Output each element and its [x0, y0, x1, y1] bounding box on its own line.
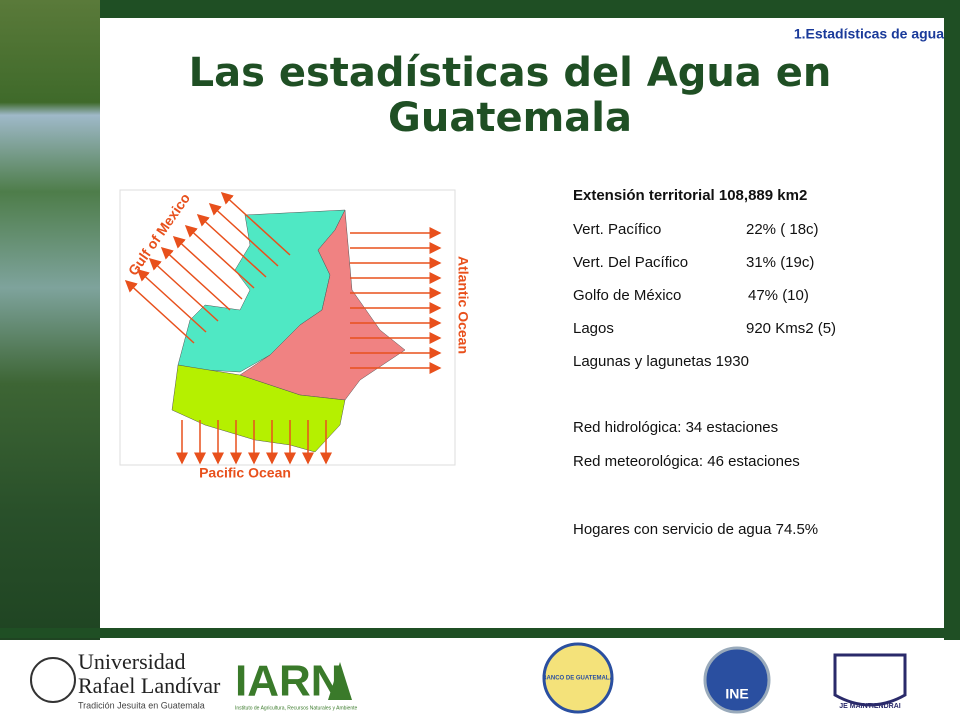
stat-line: Red hidrológica: 34 estaciones: [573, 419, 778, 436]
stat-line: Hogares con servicio de agua 74.5%: [573, 521, 818, 538]
stat-heading: Extensión territorial 108,889 km2: [573, 187, 807, 204]
ine-seal: [703, 646, 771, 714]
map: Gulf of Mexico Atlantic Ocean Pacific Oc…: [119, 189, 471, 481]
arrow: [196, 213, 267, 278]
stat-label: Golfo de México: [573, 287, 681, 304]
title: Guatemala: [388, 95, 632, 141]
coat-of-arms: [833, 653, 907, 707]
arrow: [184, 224, 255, 289]
logo-text: Rafael Landívar: [78, 673, 221, 698]
logo-text: Universidad: [78, 649, 186, 674]
stats: Extensión territorial 108,889 km2 Vert. …: [573, 187, 836, 538]
arrow: [208, 202, 279, 267]
title: Las estadísticas del Agua en: [189, 50, 832, 96]
photo-strip: [0, 0, 100, 640]
stat-label: Lagos: [573, 320, 614, 337]
stat-value: 47% (10): [748, 287, 809, 304]
map-frame: [119, 189, 456, 466]
arrow: [220, 191, 291, 256]
stat-value: 31% (19c): [746, 254, 814, 271]
map-label: Gulf of Mexico: [125, 190, 193, 278]
logo-tree: [328, 662, 352, 700]
stat-line: Red meteorológica: 46 estaciones: [573, 453, 800, 470]
logo-text: BANCO DE GUATEMALA: [542, 676, 614, 682]
right-band: [944, 0, 960, 640]
logo-text: Instituto de Agricultura, Recursos Natur…: [235, 705, 358, 711]
logo-text: IARN: [235, 657, 343, 706]
map-label: Atlantic Ocean: [455, 256, 471, 354]
top-band: [0, 0, 960, 18]
arrow: [124, 279, 195, 344]
footer-logos: Universidad Rafael Landívar Tradición Je…: [30, 642, 907, 714]
map-label: Pacific Ocean: [199, 465, 291, 481]
stat-label: Vert. Del Pacífico: [573, 254, 688, 271]
arrow: [160, 246, 231, 311]
stat-label: Vert. Pacífico: [573, 221, 661, 238]
stat-value: 22% ( 18c): [746, 221, 819, 238]
bottom-band: [0, 628, 960, 638]
stat-line: Lagunas y lagunetas 1930: [573, 353, 749, 370]
logo-text: JE MAINTIENDRAI: [839, 703, 901, 710]
arrow: [136, 268, 207, 333]
section-label: 1.Estadísticas de agua: [794, 26, 944, 42]
url-seal: [30, 657, 76, 703]
stat-value: 920 Kms2 (5): [746, 320, 836, 337]
logo-text: Tradición Jesuita en Guatemala: [78, 700, 205, 710]
arrow: [148, 257, 219, 322]
logo-text: INE: [725, 686, 748, 702]
banguat-seal: [542, 642, 614, 714]
region-south: [171, 364, 346, 453]
arrows: [124, 191, 442, 465]
arrow: [172, 235, 243, 300]
